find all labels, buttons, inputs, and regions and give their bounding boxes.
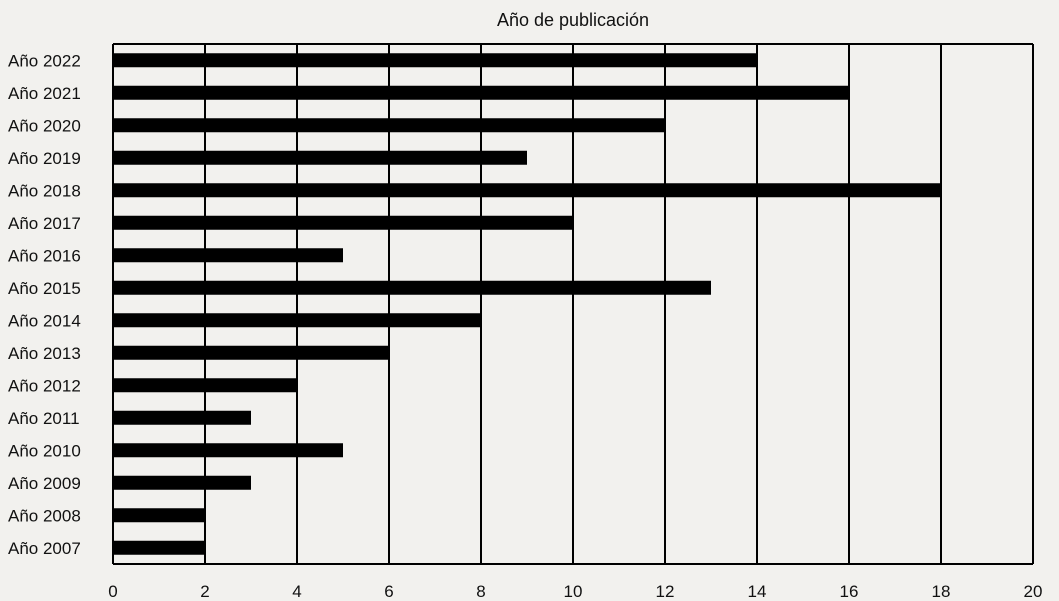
category-label: Año 2017 [8, 214, 81, 233]
bar [113, 410, 251, 425]
category-label: Año 2022 [8, 51, 81, 70]
category-label: Año 2013 [8, 344, 81, 363]
x-tick-label: 14 [748, 582, 767, 601]
category-label: Año 2020 [8, 116, 81, 135]
category-label: Año 2015 [8, 279, 81, 298]
x-tick-label: 2 [200, 582, 209, 601]
bar [113, 540, 205, 555]
bar [113, 53, 757, 68]
category-label: Año 2007 [8, 539, 81, 558]
bar [113, 280, 711, 295]
category-label: Año 2011 [8, 409, 80, 428]
x-tick-label: 8 [476, 582, 485, 601]
category-labels: Año 2022 Año 2021 Año 2020 Año 2019 Año 2018… [8, 51, 81, 558]
bar [113, 378, 297, 393]
category-label: Año 2019 [8, 149, 81, 168]
category-label: Año 2018 [8, 181, 81, 200]
bars [113, 53, 941, 555]
x-tick-labels: 0 2 4 6 8 10 12 14 16 18 20 [108, 582, 1042, 601]
x-tick-label: 10 [564, 582, 583, 601]
category-label: Año 2012 [8, 376, 81, 395]
x-tick-label: 16 [840, 582, 859, 601]
chart-title: Año de publicación [497, 10, 649, 30]
category-label: Año 2016 [8, 246, 81, 265]
bar [113, 118, 665, 133]
x-tick-label: 18 [932, 582, 951, 601]
bar [113, 85, 849, 100]
bar [113, 183, 941, 198]
bar [113, 345, 389, 360]
x-tick-label: 0 [108, 582, 117, 601]
x-tick-label: 20 [1024, 582, 1043, 601]
x-tick-label: 12 [656, 582, 675, 601]
bar [113, 443, 343, 458]
bar [113, 150, 527, 165]
category-label: Año 2008 [8, 506, 81, 525]
bar [113, 313, 481, 328]
x-tick-label: 6 [384, 582, 393, 601]
category-label: Año 2009 [8, 474, 81, 493]
bar [113, 475, 251, 490]
category-label: Año 2014 [8, 311, 81, 330]
category-label: Año 2010 [8, 441, 81, 460]
bar [113, 508, 205, 523]
bar [113, 248, 343, 263]
category-label: Año 2021 [8, 84, 81, 103]
x-tick-label: 4 [292, 582, 301, 601]
bar [113, 215, 573, 230]
